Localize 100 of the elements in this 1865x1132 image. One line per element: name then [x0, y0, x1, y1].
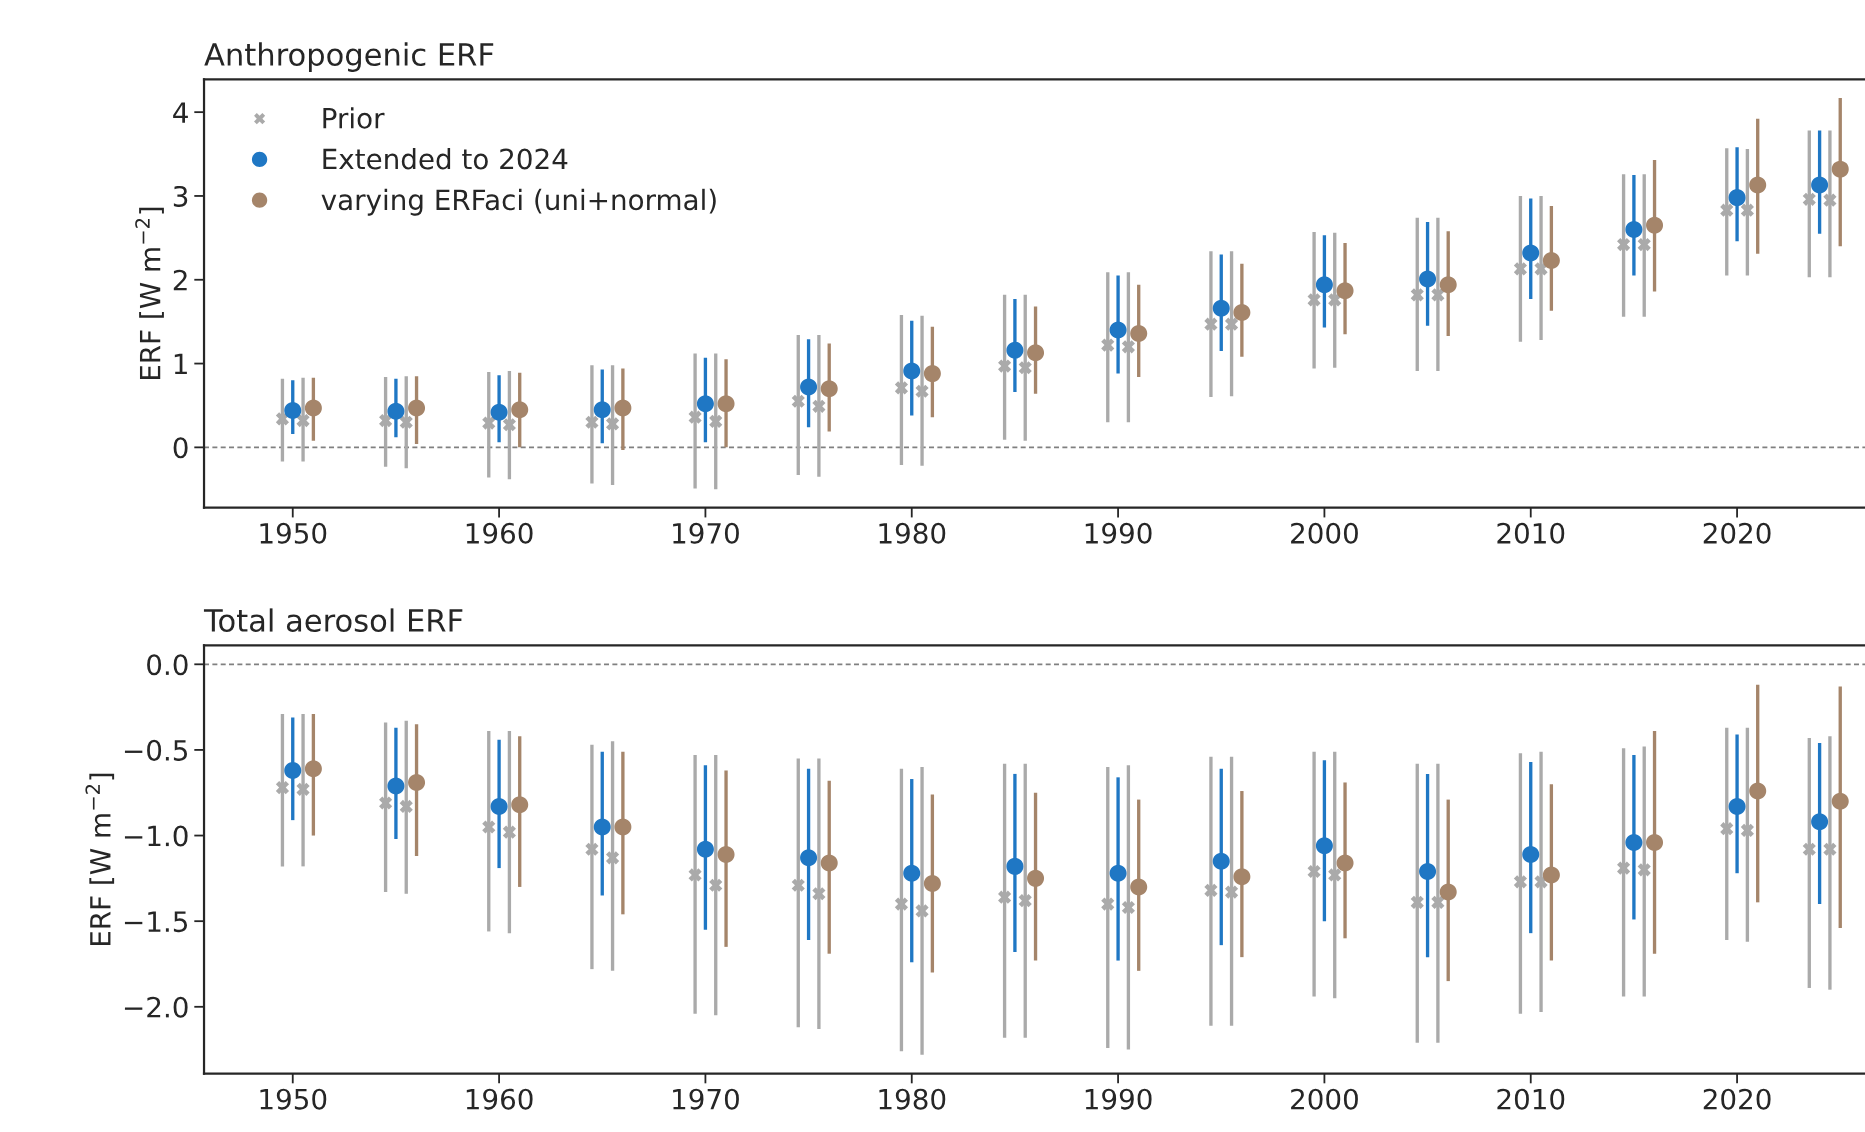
- point: [894, 897, 909, 911]
- point: [1410, 288, 1424, 302]
- point: [1431, 895, 1445, 909]
- point: [1130, 324, 1148, 342]
- point: [614, 399, 632, 417]
- point: [1625, 833, 1643, 851]
- point: [1018, 361, 1032, 375]
- point: [1542, 866, 1560, 884]
- y-tick-label: −2.0: [124, 996, 188, 1018]
- point: [791, 878, 805, 892]
- point: [1513, 875, 1528, 889]
- point: [482, 416, 496, 430]
- point: [1315, 276, 1333, 294]
- point: [812, 887, 826, 901]
- x-tick-label: 1970: [673, 1088, 739, 1110]
- point: [1439, 276, 1457, 294]
- point: [717, 395, 735, 413]
- point: [1431, 288, 1445, 302]
- point: [709, 414, 723, 428]
- point: [511, 401, 529, 419]
- point: [1101, 897, 1115, 911]
- x-tick-label: 2000: [1291, 522, 1358, 544]
- point: [284, 761, 302, 779]
- point: [408, 399, 426, 417]
- point: [1233, 303, 1251, 321]
- x-tick-label: 1980: [879, 522, 946, 544]
- point: [1121, 900, 1135, 915]
- legend-label: Prior: [323, 107, 385, 129]
- point: [800, 849, 818, 867]
- point: [1625, 220, 1643, 238]
- y-tick-label: 0: [173, 437, 188, 459]
- x-tick-label: 1960: [466, 522, 533, 544]
- point: [379, 796, 393, 810]
- point: [812, 399, 826, 413]
- y-tick-label: 1: [174, 353, 187, 375]
- point: [1637, 237, 1651, 252]
- point: [1617, 861, 1631, 875]
- point: [696, 840, 714, 858]
- point: [605, 417, 620, 431]
- point: [1823, 842, 1837, 856]
- point: [1811, 813, 1829, 831]
- point: [399, 415, 413, 429]
- point: [585, 842, 599, 856]
- point: [903, 362, 921, 380]
- x-tick-label: 2000: [1291, 1088, 1358, 1110]
- point: [1802, 192, 1816, 206]
- point: [1336, 854, 1354, 872]
- x-tick-label: 2020: [1703, 1088, 1771, 1110]
- point: [614, 818, 632, 836]
- point: [1522, 244, 1540, 262]
- x-tick-label: 2010: [1497, 1088, 1565, 1110]
- point: [1109, 864, 1127, 882]
- point: [1224, 885, 1239, 899]
- x-tick-label: 1960: [466, 1088, 533, 1110]
- point: [1328, 293, 1342, 307]
- point: [1637, 863, 1651, 877]
- point: [894, 381, 909, 395]
- point: [1315, 837, 1333, 855]
- y-tick-label: −0.5: [124, 739, 188, 761]
- point: [1212, 852, 1230, 870]
- y-axis-title: ERF [W m$^{−2}$]: [85, 773, 115, 945]
- point: [502, 825, 516, 839]
- point: [688, 410, 702, 424]
- point: [408, 773, 426, 791]
- point: [1740, 203, 1754, 217]
- y-tick-label: 0.0: [147, 654, 188, 676]
- point: [1802, 842, 1816, 856]
- point: [791, 394, 805, 408]
- point: [1740, 823, 1754, 837]
- point: [1419, 270, 1437, 288]
- point: [1006, 341, 1024, 359]
- x-tick-label: 1990: [1085, 1088, 1152, 1110]
- point: [296, 413, 310, 428]
- point: [1212, 299, 1230, 317]
- point: [1204, 883, 1218, 897]
- point: [585, 415, 599, 429]
- point: [915, 384, 929, 398]
- point: [1006, 857, 1024, 875]
- point: [1109, 321, 1127, 339]
- y-axis-title: ERF [W m$^{−2}$]: [135, 207, 164, 380]
- point: [502, 418, 516, 432]
- legend-label: varying ERFaci (uni+normal): [321, 188, 716, 216]
- point: [296, 782, 310, 796]
- point: [1749, 176, 1767, 194]
- point: [998, 890, 1012, 904]
- point: [800, 378, 818, 396]
- legend-label: Extended to 2024: [323, 148, 568, 170]
- point: [998, 359, 1012, 373]
- chart-title: Anthropogenic ERF: [204, 42, 494, 72]
- point: [1811, 176, 1829, 194]
- point: [688, 868, 702, 882]
- point: [1233, 868, 1251, 886]
- point: [1720, 203, 1734, 217]
- y-tick-label: 2: [173, 269, 187, 291]
- point: [490, 403, 508, 421]
- point: [1542, 251, 1560, 269]
- point: [820, 380, 838, 398]
- point: [820, 854, 838, 872]
- point: [1728, 797, 1746, 815]
- x-tick-label: 2020: [1703, 522, 1771, 544]
